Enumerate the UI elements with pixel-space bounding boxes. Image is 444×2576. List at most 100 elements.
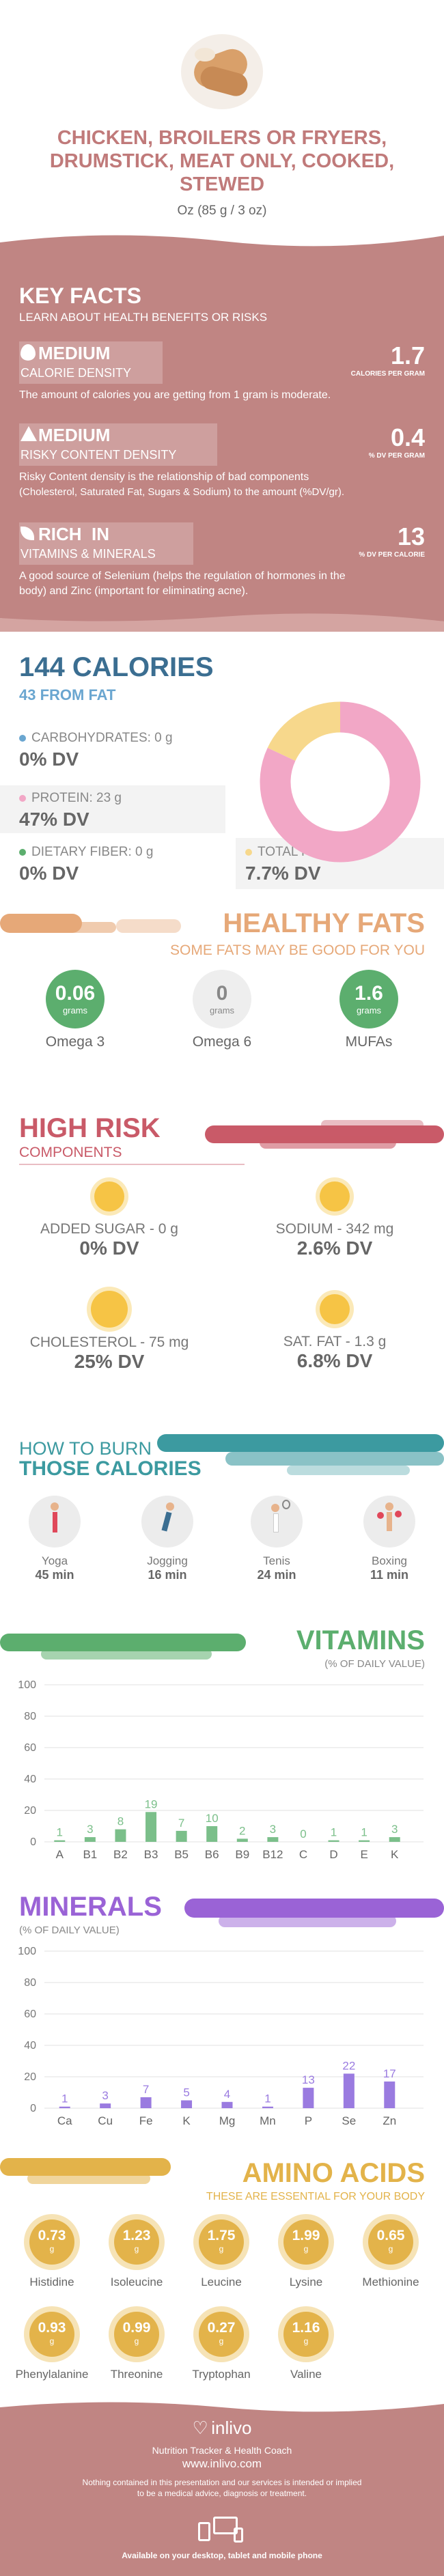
high-risk-section: HIGH RISK COMPONENTS ADDED SUGAR - 0 g 0… xyxy=(0,1106,444,1407)
minerals-bar xyxy=(384,2081,396,2108)
added-sugar-label: ADDED SUGAR - 0 g xyxy=(40,1221,178,1237)
minerals-category-label: Ca xyxy=(57,2114,72,2127)
minerals-bar xyxy=(100,2103,111,2108)
minerals-bar xyxy=(343,2073,355,2108)
amino-name: Isoleucine xyxy=(110,2276,163,2288)
boxing-icon xyxy=(363,1496,415,1548)
vitamins-ytick-label: 80 xyxy=(24,1711,36,1722)
mufas-unit: grams xyxy=(356,1005,382,1016)
fat-dv: 7.7% DV xyxy=(245,863,321,884)
amino-unit: g xyxy=(219,2336,224,2346)
minerals-ytick-label: 0 xyxy=(30,2103,36,2114)
footer-disclaimer-2: to be a medical advice, diagnosis or tre… xyxy=(137,2489,307,2498)
amino-value: 1.99 xyxy=(292,2228,320,2243)
amino-item: 0.27 g Tryptophan xyxy=(183,2312,260,2381)
minerals-bar xyxy=(140,2097,152,2108)
vitamins-value-label: 0 xyxy=(300,1828,306,1840)
calories-title: 144 CALORIES xyxy=(19,652,214,682)
mufas-bubble: 1.6 grams xyxy=(339,970,398,1028)
vitamins-category-label: A xyxy=(56,1848,64,1861)
minerals-bar xyxy=(303,2088,314,2108)
fiber-row: DIETARY FIBER: 0 g 0% DV xyxy=(19,845,153,884)
footer-available: Available on your desktop, tablet and mo… xyxy=(122,2551,322,2560)
amino-value: 1.16 xyxy=(292,2320,320,2336)
high-risk-title: HIGH RISK xyxy=(19,1113,161,1143)
tenis-name: Tenis xyxy=(263,1554,290,1567)
amino-item: 1.16 g Valine xyxy=(268,2312,344,2381)
amino-bubble: 1.16 g xyxy=(283,2312,329,2357)
vitamins-ytick-label: 20 xyxy=(24,1805,36,1817)
header: CHICKEN, BROILERS OR FRYERS, DRUMSTICK, … xyxy=(0,0,444,218)
minerals-category-label: Mg xyxy=(219,2114,236,2127)
food-image xyxy=(181,34,263,109)
minerals-value-label: 22 xyxy=(342,2059,355,2072)
minerals-bar xyxy=(181,2100,193,2108)
minerals-bar-chart: 0 20 40 60 80 100 1 Ca 3 Cu 7 Fe 5 K 4 Mg 1 Mn 13 P 22 Se 17 Zn xyxy=(18,1946,424,2127)
minerals-value-label: 1 xyxy=(61,2092,68,2105)
minerals-category-label: Se xyxy=(342,2114,356,2127)
omega3-item: 0.06 grams Omega 3 xyxy=(38,970,113,1050)
sat-fat-label: SAT. FAT - 1.3 g xyxy=(283,1334,387,1349)
omega6-value: 0 xyxy=(216,982,228,1005)
key-facts-subtitle: LEARN ABOUT HEALTH BENEFITS OR RISKS xyxy=(19,311,268,324)
footer-brand: inlivo xyxy=(211,2418,252,2438)
amino-bubble: 0.93 g xyxy=(29,2312,74,2357)
healthy-fats-subtitle: SOME FATS MAY BE GOOD FOR YOU xyxy=(169,942,425,958)
footer: ♡ inlivo Nutrition Tracker & Health Coac… xyxy=(0,2397,444,2576)
cholesterol-item: CHOLESTEROL - 75 mg 25% DV xyxy=(14,1291,205,1373)
minerals-ytick-label: 40 xyxy=(24,2040,36,2052)
vitamins-category-label: B9 xyxy=(235,1848,249,1861)
minerals-category-label: K xyxy=(182,2114,191,2127)
added-sugar-item: ADDED SUGAR - 0 g 0% DV xyxy=(14,1181,205,1259)
burn-banner xyxy=(157,1434,444,1475)
minerals-category-label: Mn xyxy=(260,2114,276,2127)
footer-logo: ♡ inlivo xyxy=(0,2418,444,2439)
minerals-category-label: Fe xyxy=(139,2114,153,2127)
yoga-time: 45 min xyxy=(35,1568,74,1582)
amino-name: Lysine xyxy=(289,2276,323,2288)
footer-url[interactable]: www.inlivo.com xyxy=(182,2457,262,2470)
protein-row: PROTEIN: 23 g 47% DV xyxy=(0,785,225,833)
vitamins-value-label: 2 xyxy=(239,1824,245,1837)
minerals-subtitle: (% OF DAILY VALUE) xyxy=(19,1924,120,1936)
sat-fat-dv: 6.8% DV xyxy=(296,1350,373,1371)
vitamins-bar xyxy=(328,1840,339,1842)
calories-donut-chart xyxy=(260,701,421,863)
sodium-item: SODIUM - 342 mg 2.6% DV xyxy=(239,1181,430,1259)
vitamins-category-label: C xyxy=(299,1848,307,1861)
healthy-fats-title: HEALTHY FATS xyxy=(223,908,425,938)
vitamins-ytick-label: 100 xyxy=(18,1679,36,1691)
vitamins-value-label: 7 xyxy=(178,1817,184,1830)
smiley-icon xyxy=(320,1294,350,1324)
vitamins-minerals-card: RICH IN VITAMINS & MINERALS 13 % DV PER … xyxy=(0,522,444,604)
calorie-density-card: MEDIUM CALORIE DENSITY 1.7 CALORIES PER … xyxy=(0,341,444,410)
key-facts-background xyxy=(0,235,444,632)
vitamins-bar xyxy=(54,1840,66,1842)
risky-content-level: MEDIUM xyxy=(38,425,111,445)
sodium-label: SODIUM - 342 mg xyxy=(275,1221,394,1237)
amino-item: 0.93 g Phenylalanine xyxy=(14,2312,90,2381)
vitamins-minerals-level: RICH IN xyxy=(38,524,109,544)
amino-unit: g xyxy=(388,2244,393,2254)
leaf-icon xyxy=(20,527,34,540)
carbohydrates-dv: 0% DV xyxy=(19,748,79,770)
calorie-density-level: MEDIUM xyxy=(38,343,111,363)
protein-dot xyxy=(19,795,26,802)
minerals-category-label: P xyxy=(305,2114,312,2127)
high-risk-underline xyxy=(19,1164,245,1165)
vitamins-bar xyxy=(267,1837,279,1842)
minerals-value-label: 13 xyxy=(302,2073,315,2086)
calories-from-fat: 43 FROM FAT xyxy=(19,686,116,703)
vitamins-minerals-tag xyxy=(19,522,193,565)
amino-name: Histidine xyxy=(29,2276,74,2288)
jogging-time: 16 min xyxy=(148,1568,187,1582)
carbohydrates-row: CARBOHYDRATES: 0 g 0% DV xyxy=(19,731,173,770)
vitamins-subtitle: (% OF DAILY VALUE) xyxy=(324,1658,425,1670)
vitamins-value-label: 3 xyxy=(270,1823,276,1836)
minerals-bar xyxy=(59,2106,70,2108)
amino-item: 0.65 g Methionine xyxy=(352,2220,429,2289)
jogging-item: Jogging 16 min xyxy=(133,1496,202,1582)
amino-item: 0.99 g Threonine xyxy=(98,2312,175,2381)
key-facts-title: KEY FACTS xyxy=(19,283,141,308)
vitamins-category-label: B1 xyxy=(83,1848,97,1861)
